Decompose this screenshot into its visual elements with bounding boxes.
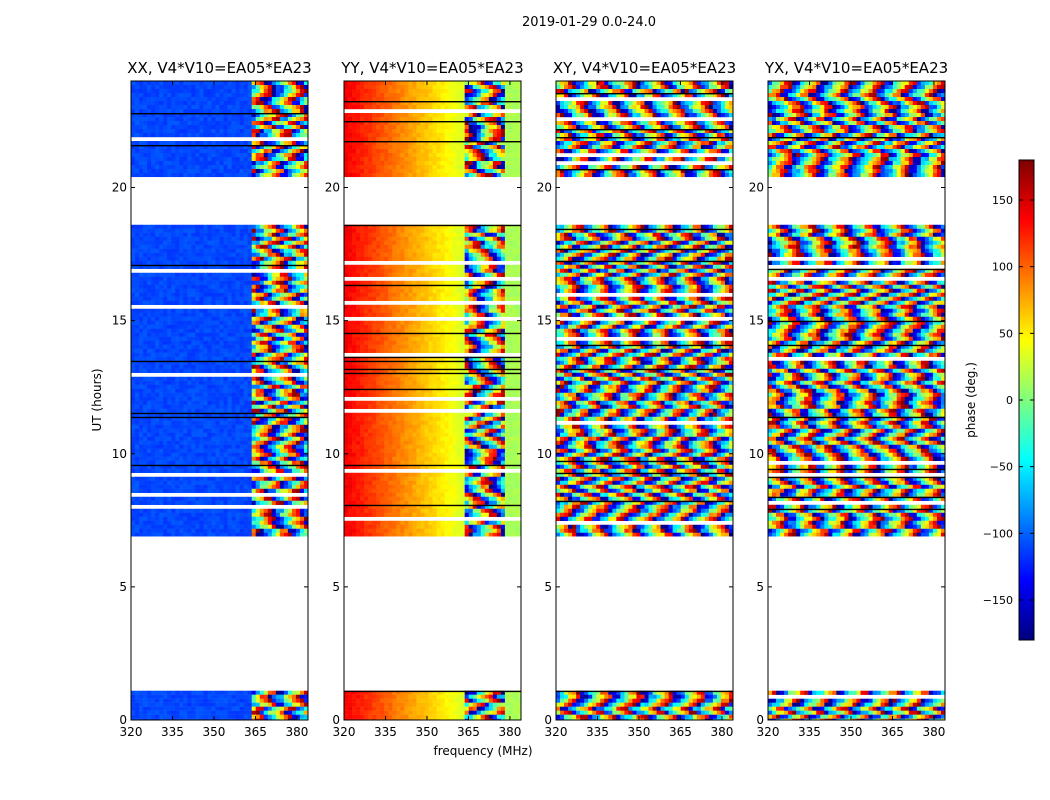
y-tick-label: 10 — [112, 447, 127, 461]
x-tick-label: 335 — [374, 725, 397, 739]
y-tick-label: 15 — [749, 314, 764, 328]
y-tick-label: 15 — [537, 314, 552, 328]
colorbar-tick-label: 50 — [999, 327, 1013, 340]
figure-title: 2019-01-29 0.0-24.0 — [522, 15, 656, 30]
y-tick-label: 10 — [325, 447, 340, 461]
y-tick-label: 5 — [756, 580, 764, 594]
x-tick-label: 365 — [669, 725, 692, 739]
panel-1-frame — [343, 80, 522, 721]
y-tick-label: 10 — [749, 447, 764, 461]
panel-3-frame — [767, 80, 946, 721]
colorbar-tick-label: 150 — [992, 194, 1013, 207]
x-tick-label: 365 — [457, 725, 480, 739]
x-tick-label: 320 — [757, 725, 780, 739]
panel-0-image — [131, 81, 308, 720]
y-tick-label: 20 — [749, 181, 764, 195]
y-axis-label: UT (hours) — [90, 368, 104, 431]
y-tick-label: 0 — [332, 713, 340, 727]
x-tick-label: 335 — [161, 725, 184, 739]
x-tick-label: 335 — [798, 725, 821, 739]
x-tick-label: 320 — [545, 725, 568, 739]
panel-1: YY, V4*V10=EA05*EA23 320 335 350 365 380 0 5 10 1… — [325, 59, 524, 739]
y-tick-label: 15 — [112, 314, 127, 328]
colorbar-label: phase (deg.) — [964, 362, 978, 438]
panel-1-image — [344, 81, 521, 720]
x-tick-label: 380 — [922, 725, 945, 739]
x-tick-label: 350 — [840, 725, 863, 739]
colorbar-tick-label: 100 — [992, 261, 1013, 274]
x-tick-label: 380 — [498, 725, 521, 739]
panel-0: XX, V4*V10=EA05*EA23 320 335 350 365 380 0 5 10 1… — [112, 59, 312, 739]
colorbar-tick-label: −150 — [983, 594, 1013, 607]
y-tick-label: 5 — [119, 580, 127, 594]
y-tick-label: 0 — [119, 713, 127, 727]
x-tick-label: 365 — [881, 725, 904, 739]
x-tick-label: 380 — [285, 725, 308, 739]
x-tick-label: 320 — [120, 725, 143, 739]
colorbar-tick-label: −100 — [983, 527, 1013, 540]
panel-2-image — [556, 81, 733, 720]
x-tick-label: 365 — [244, 725, 267, 739]
colorbar-tick-label: 0 — [1006, 394, 1013, 407]
colorbar-tick-label: −50 — [990, 461, 1013, 474]
y-tick-label: 0 — [544, 713, 552, 727]
panel-3-image — [768, 81, 945, 720]
y-tick-label: 20 — [325, 181, 340, 195]
y-tick-label: 5 — [332, 580, 340, 594]
y-tick-label: 5 — [544, 580, 552, 594]
x-tick-label: 335 — [586, 725, 609, 739]
x-tick-label: 320 — [333, 725, 356, 739]
panel-2-frame — [555, 80, 734, 721]
panel-1-title: YY, V4*V10=EA05*EA23 — [340, 59, 523, 77]
y-tick-label: 15 — [325, 314, 340, 328]
y-tick-label: 10 — [537, 447, 552, 461]
x-tick-label: 380 — [710, 725, 733, 739]
x-axis-label: frequency (MHz) — [433, 744, 532, 758]
colorbar: −150 −100 −50 0 50 100 150 phase (deg.) — [964, 159, 1035, 641]
panel-2-title: XY, V4*V10=EA05*EA23 — [553, 59, 736, 77]
panel-0-frame — [130, 80, 309, 721]
y-tick-label: 0 — [756, 713, 764, 727]
panels-group: XX, V4*V10=EA05*EA23 320 335 350 365 380 0 5 10 1… — [112, 59, 948, 739]
x-tick-label: 350 — [203, 725, 226, 739]
y-tick-label: 20 — [537, 181, 552, 195]
y-tick-label: 20 — [112, 181, 127, 195]
panel-0-title: XX, V4*V10=EA05*EA23 — [127, 59, 311, 77]
panel-3-title: YX, V4*V10=EA05*EA23 — [764, 59, 948, 77]
x-tick-label: 350 — [628, 725, 651, 739]
panel-2: XY, V4*V10=EA05*EA23 320 335 350 365 380 0 5 10 1… — [537, 59, 736, 739]
colorbar-ticks: −150 −100 −50 0 50 100 150 — [983, 194, 1034, 607]
x-tick-label: 350 — [416, 725, 439, 739]
panel-3: YX, V4*V10=EA05*EA23 320 335 350 365 380 0 5 10 1… — [749, 59, 948, 739]
